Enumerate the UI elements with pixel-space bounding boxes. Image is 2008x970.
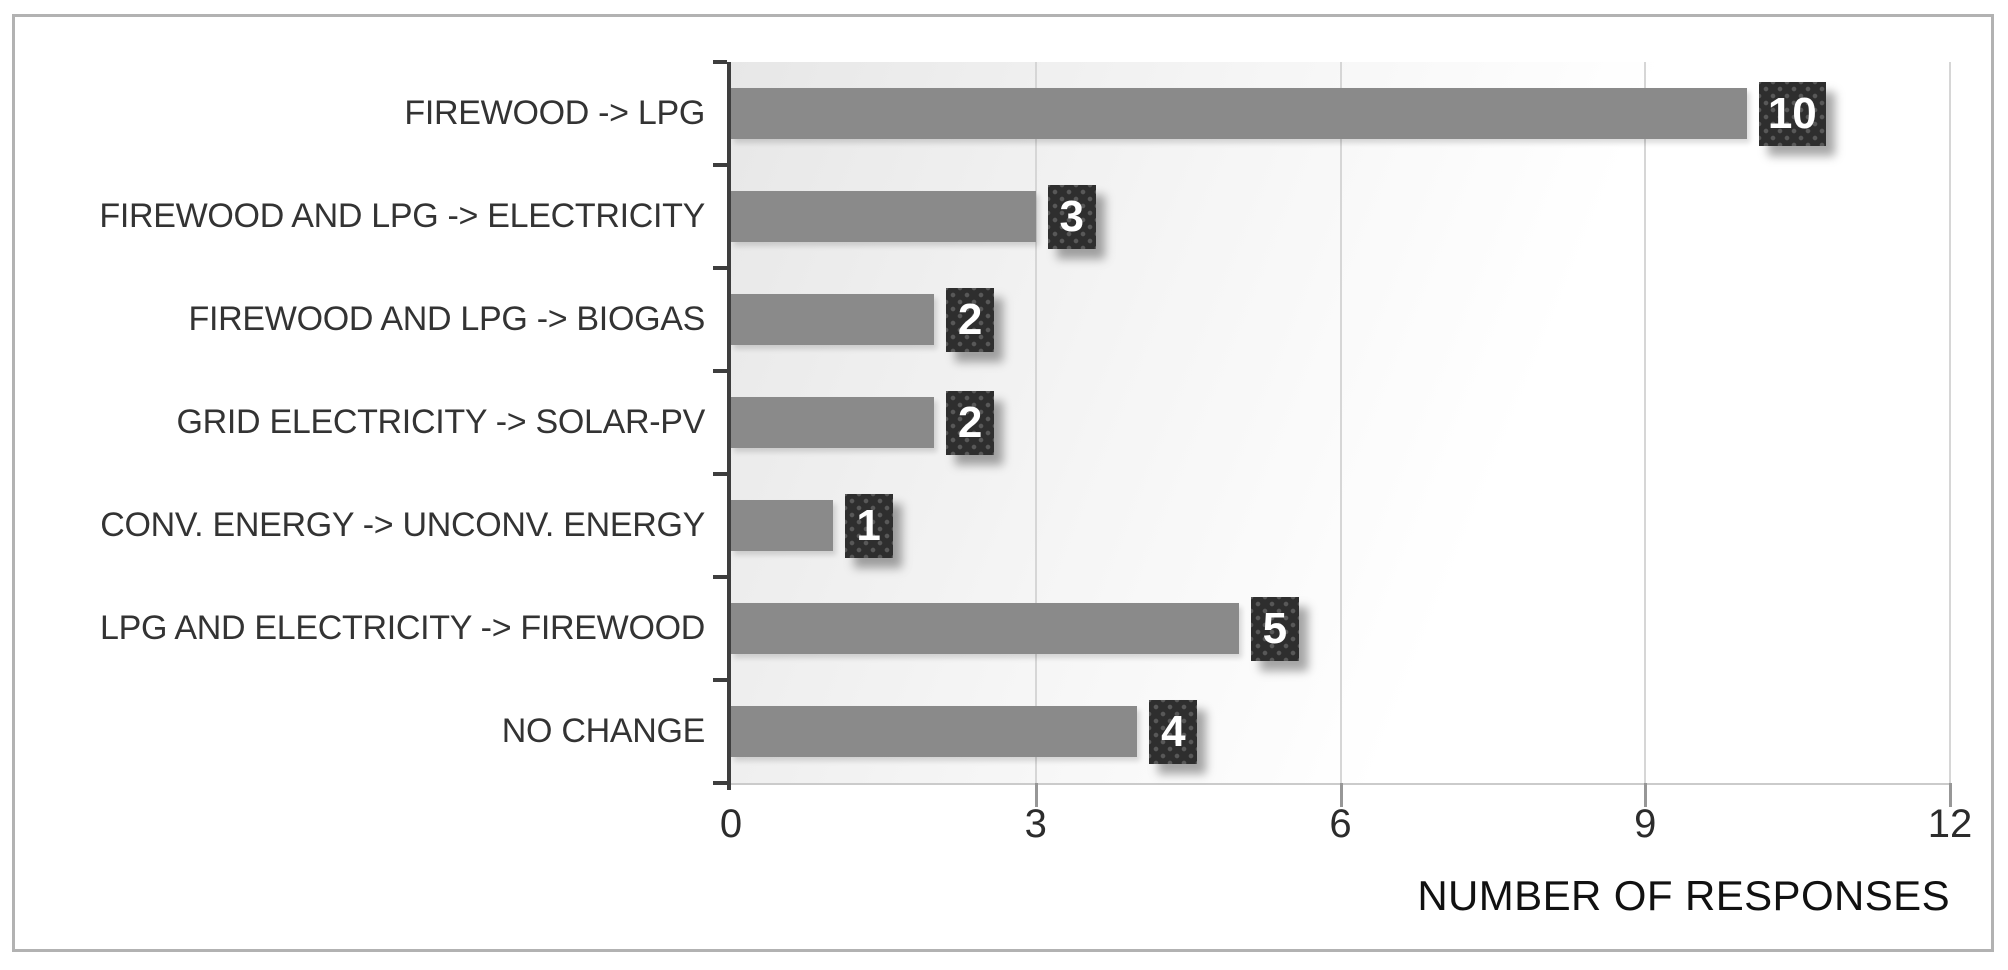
value-badge: 4 xyxy=(1149,699,1197,764)
y-axis-line xyxy=(727,62,731,790)
value-badge: 3 xyxy=(1048,184,1096,249)
x-tick-label: 9 xyxy=(1634,802,1657,846)
bar xyxy=(731,397,935,448)
bar xyxy=(731,500,833,551)
x-tick-mark xyxy=(1339,783,1343,807)
x-tick-mark xyxy=(1949,783,1952,807)
x-axis-title: NUMBER OF RESPONSES xyxy=(1417,872,1950,919)
value-badge: 10 xyxy=(1759,81,1826,146)
y-tick-mark xyxy=(713,266,727,270)
bar xyxy=(731,191,1036,242)
category-label: CONV. ENERGY -> UNCONV. ENERGY xyxy=(100,506,705,544)
value-badge: 1 xyxy=(845,493,893,558)
value-badge: 2 xyxy=(946,287,994,352)
y-tick-mark xyxy=(713,472,727,476)
value-badge: 2 xyxy=(946,390,994,455)
bar xyxy=(731,294,935,345)
y-tick-mark xyxy=(713,575,727,579)
gridline xyxy=(1339,62,1342,783)
bar xyxy=(731,706,1138,757)
category-label: FIREWOOD -> LPG xyxy=(404,94,705,132)
gridline xyxy=(1644,62,1647,783)
y-tick-mark xyxy=(713,781,727,785)
x-tick-mark xyxy=(1034,783,1038,807)
category-label: FIREWOOD AND LPG -> ELECTRICITY xyxy=(99,197,705,235)
x-tick-label: 12 xyxy=(1927,802,1973,846)
bar xyxy=(731,88,1747,139)
x-tick-label: 6 xyxy=(1329,802,1352,846)
category-label: FIREWOOD AND LPG -> BIOGAS xyxy=(188,300,706,338)
x-tick-label: 0 xyxy=(719,802,743,846)
y-tick-mark xyxy=(713,369,727,373)
y-tick-mark xyxy=(713,678,727,682)
y-tick-mark xyxy=(713,163,727,167)
category-label: NO CHANGE xyxy=(501,712,706,750)
x-tick-label: 3 xyxy=(1024,802,1047,846)
category-label: GRID ELECTRICITY -> SOLAR-PV xyxy=(176,403,706,441)
gridline xyxy=(1034,62,1037,783)
x-tick-mark xyxy=(1644,783,1648,807)
bar xyxy=(731,603,1239,654)
category-label: LPG AND ELECTRICITY -> FIREWOOD xyxy=(99,609,705,647)
y-tick-mark xyxy=(713,60,727,64)
gridline xyxy=(1949,62,1951,783)
value-badge: 5 xyxy=(1251,596,1299,661)
